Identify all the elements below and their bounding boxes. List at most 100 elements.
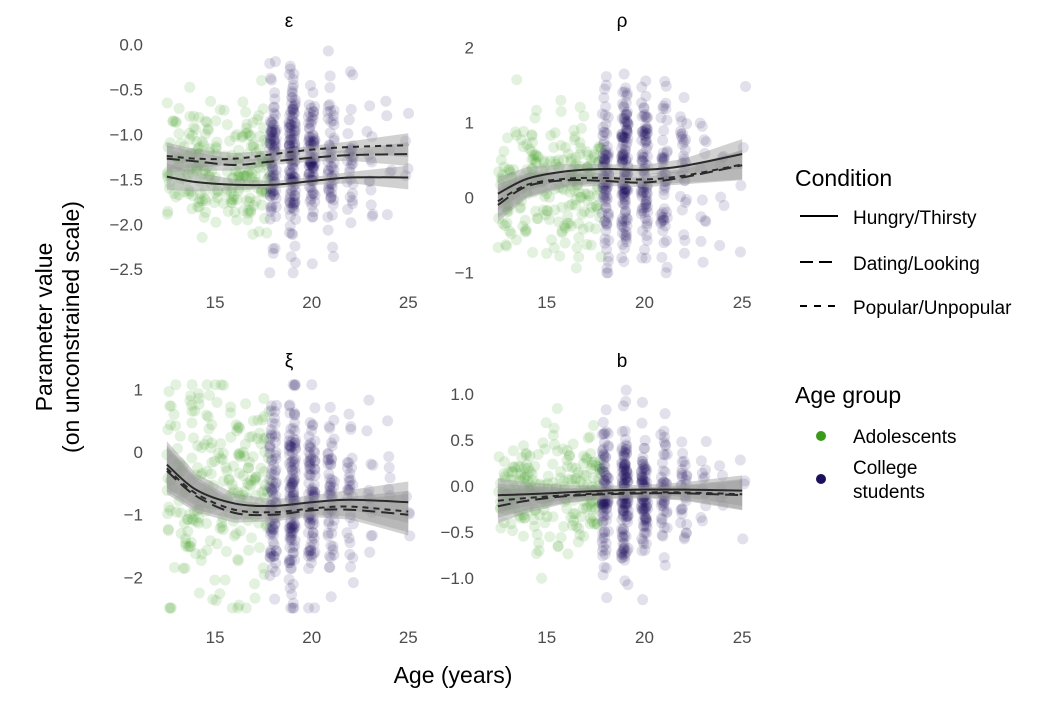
point-adolescent (549, 158, 561, 170)
point-college (597, 507, 609, 519)
point-adolescent (198, 211, 210, 223)
point-college (655, 209, 667, 221)
point-adolescent (205, 468, 217, 480)
point-college (661, 522, 673, 534)
point-college (637, 129, 649, 141)
legend-age-label: students (853, 482, 925, 503)
point-adolescent (498, 517, 510, 529)
point-adolescent (208, 197, 220, 209)
point-adolescent (556, 201, 568, 213)
point-college (344, 537, 356, 549)
point-adolescent (242, 148, 254, 160)
point-college (289, 425, 301, 437)
point-college (303, 131, 315, 143)
point-adolescent (178, 518, 190, 530)
point-college (639, 502, 651, 514)
point-college (657, 476, 669, 488)
point-college (303, 99, 315, 111)
point-college (323, 515, 335, 527)
point-adolescent (492, 241, 504, 253)
point-adolescent (504, 167, 516, 179)
point-college (596, 536, 608, 548)
point-college (365, 530, 377, 542)
point-college (284, 191, 296, 203)
point-adolescent (249, 578, 261, 590)
point-college (661, 147, 673, 159)
point-college (636, 459, 648, 471)
point-adolescent (258, 392, 270, 404)
point-adolescent (254, 130, 266, 142)
point-adolescent (248, 200, 260, 212)
point-college (309, 435, 321, 447)
point-college (285, 197, 297, 209)
point-college (285, 563, 297, 575)
point-college (622, 468, 634, 480)
point-college (283, 435, 295, 447)
point-adolescent (533, 509, 545, 521)
point-college (596, 462, 608, 474)
point-college (656, 514, 668, 526)
point-college (289, 257, 301, 269)
point-college (303, 460, 315, 472)
point-adolescent (194, 193, 206, 205)
point-adolescent (241, 118, 253, 130)
point-college (303, 512, 315, 524)
point-college (286, 166, 298, 178)
point-adolescent (577, 457, 589, 469)
point-college (288, 104, 300, 116)
point-college (616, 184, 628, 196)
point-college (307, 130, 319, 142)
point-adolescent (247, 228, 259, 240)
point-college (660, 103, 672, 115)
point-college (341, 462, 353, 474)
point-college (640, 196, 652, 208)
point-college (641, 194, 653, 206)
point-college (264, 115, 276, 127)
point-adolescent (186, 379, 198, 391)
point-adolescent (493, 212, 505, 224)
point-adolescent (241, 195, 253, 207)
point-college (616, 530, 628, 542)
point-college (601, 592, 613, 604)
point-college (616, 154, 628, 166)
point-adolescent (586, 459, 598, 471)
point-adolescent (204, 143, 216, 155)
point-adolescent (555, 105, 567, 117)
point-adolescent (577, 174, 589, 186)
point-college (618, 102, 630, 114)
point-adolescent (499, 220, 511, 232)
point-college (323, 182, 335, 194)
point-college (306, 174, 318, 186)
point-college (265, 186, 277, 198)
point-college (675, 504, 687, 516)
point-adolescent (581, 162, 593, 174)
point-college (289, 117, 301, 129)
point-adolescent (184, 508, 196, 520)
point-college (617, 400, 629, 412)
point-college (618, 68, 630, 80)
point-adolescent (161, 449, 173, 461)
point-college (597, 416, 609, 428)
point-college (618, 461, 630, 473)
point-college (600, 218, 612, 230)
point-college (616, 497, 628, 509)
point-college (287, 101, 299, 113)
point-adolescent (538, 479, 550, 491)
point-adolescent (259, 446, 271, 458)
point-college (597, 121, 609, 133)
point-college (384, 472, 396, 484)
point-adolescent (510, 234, 522, 246)
point-college (737, 533, 749, 545)
point-college (714, 158, 726, 170)
point-college (678, 91, 690, 103)
point-adolescent (182, 168, 194, 180)
point-adolescent (175, 507, 187, 519)
point-adolescent (575, 122, 587, 134)
point-college (308, 538, 320, 550)
point-college (264, 447, 276, 459)
point-college (289, 98, 301, 110)
point-college (637, 477, 649, 489)
y-tick-label: 0 (134, 443, 143, 462)
point-adolescent (165, 602, 177, 614)
point-adolescent (549, 204, 561, 216)
